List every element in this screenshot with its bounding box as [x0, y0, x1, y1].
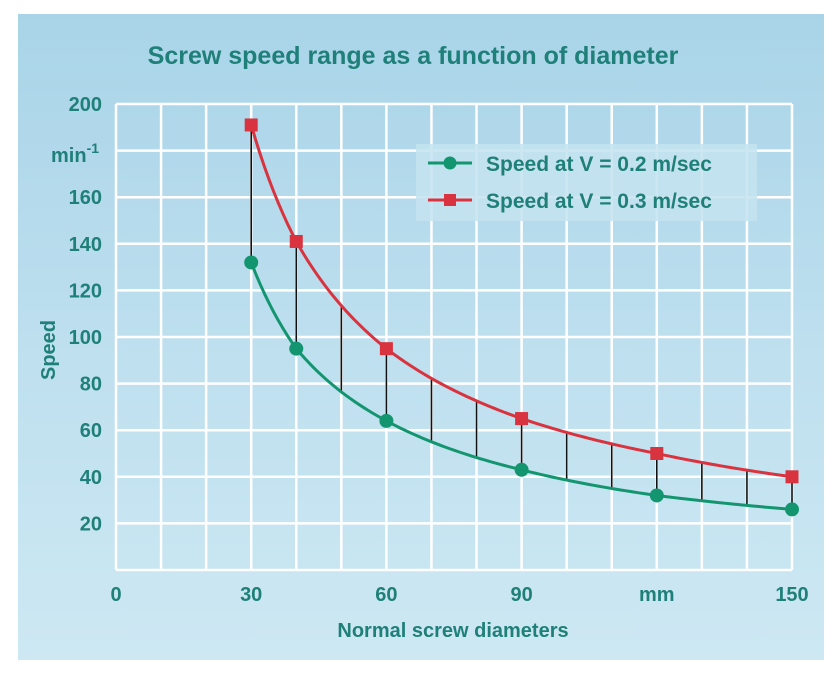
data-point-circle [785, 502, 799, 517]
x-tick-label: 0 [110, 584, 121, 606]
legend: Speed at V = 0.2 m/sec Speed at V = 0.3 … [416, 144, 757, 221]
data-point-square [244, 118, 258, 132]
legend-marker-square-icon [444, 194, 456, 206]
y-tick-label: 80 [80, 374, 102, 396]
chart-panel: Screw speed range as a function of diame… [18, 14, 824, 660]
y-axis-label: Speed [38, 320, 60, 380]
data-point-circle [649, 488, 664, 503]
chart: Screw speed range as a function of diame… [38, 42, 809, 642]
x-axis-label: Normal screw diameters [337, 620, 568, 642]
x-tick-label: 150 [775, 584, 808, 606]
data-point-square [650, 447, 664, 460]
y-tick-label: 140 [69, 234, 102, 256]
x-tick-label: 60 [375, 584, 397, 606]
legend-entry-1: Speed at V = 0.3 m/sec [486, 190, 712, 213]
data-point-circle [244, 255, 259, 270]
y-axis: min-1 200 160 140 120 100 80 60 40 20 [51, 94, 102, 535]
chart-title: Screw speed range as a function of diame… [148, 42, 679, 70]
data-point-square [289, 234, 303, 248]
x-tick-label: mm [639, 584, 675, 606]
y-unit-base: min [51, 145, 87, 167]
x-tick-label: 30 [240, 584, 262, 606]
x-axis: 0 30 60 90 mm 150 [110, 584, 808, 606]
legend-entry-0: Speed at V = 0.2 m/sec [486, 153, 712, 176]
y-tick-label: 160 [69, 187, 102, 209]
y-tick-label: 40 [80, 467, 102, 489]
legend-marker-circle-icon [443, 156, 457, 170]
data-point-square [515, 412, 529, 426]
data-point-circle [379, 413, 394, 428]
data-point-circle [514, 462, 529, 477]
range-lines [250, 124, 793, 510]
y-tick-label: 100 [69, 327, 102, 349]
legend-box [416, 144, 757, 221]
y-tick-label: 60 [80, 420, 102, 442]
data-point-circle [289, 341, 304, 356]
data-point-square [379, 342, 393, 356]
x-tick-label: 90 [510, 584, 532, 606]
y-tick-label: 200 [69, 94, 102, 116]
y-unit-label: min-1 [51, 140, 99, 167]
y-tick-label: 120 [69, 280, 102, 302]
y-tick-label: 20 [80, 513, 102, 535]
y-unit-superscript: -1 [87, 140, 100, 156]
series-layer [244, 118, 799, 517]
data-point-square [785, 470, 799, 484]
